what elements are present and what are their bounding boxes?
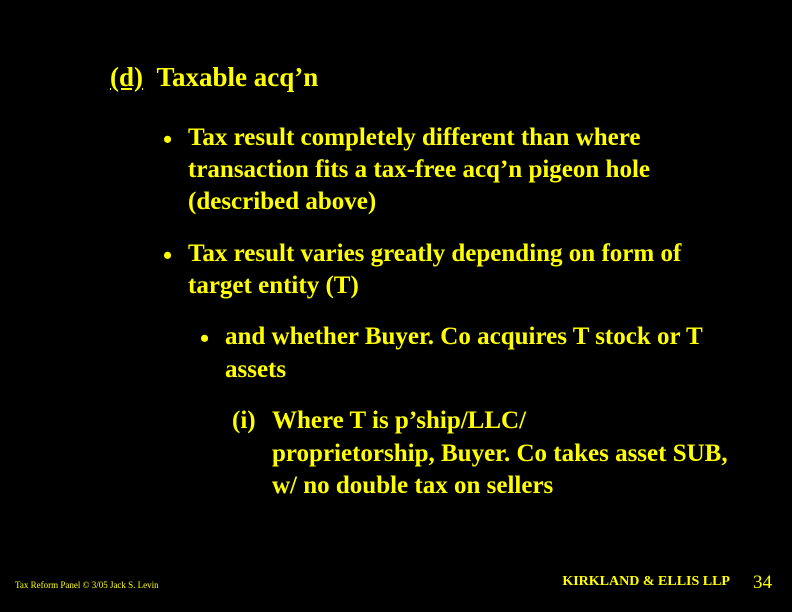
footer-firm: KIRKLAND & ELLIS LLP	[562, 574, 730, 590]
bullet-dot-icon: •	[163, 123, 172, 156]
section-heading: (d) Taxable acq’n	[110, 62, 318, 93]
bullet-level1: • Tax result varies greatly depending on…	[188, 238, 728, 302]
slide: (d) Taxable acq’n • Tax result completel…	[0, 0, 792, 612]
bullet-dot-icon: •	[163, 239, 172, 272]
page-number: 34	[753, 572, 772, 594]
sub-item-line2: proprietorship, Buyer. Co takes asset SU…	[232, 438, 752, 503]
heading-title: Taxable acq’n	[157, 62, 319, 92]
heading-text	[150, 62, 157, 92]
bullet-level2: • and whether Buyer. Co acquires T stock…	[225, 321, 745, 386]
footer-copyright: Tax Reform Panel © 3/05 Jack S. Levin	[15, 580, 159, 590]
bullet-dot-icon: •	[200, 322, 209, 356]
bullet-text: and whether Buyer. Co acquires T stock o…	[225, 323, 702, 383]
sub-item-line1: Where T is p’ship/LLC/	[272, 407, 526, 434]
sub-item-marker: (i)	[232, 405, 272, 438]
heading-marker: (d)	[110, 62, 143, 92]
bullet-level1: • Tax result completely different than w…	[188, 122, 728, 218]
sub-item: (i)Where T is p’ship/LLC/ proprietorship…	[232, 405, 752, 503]
bullet-text: Tax result varies greatly depending on f…	[188, 240, 681, 299]
bullet-text: Tax result completely different than whe…	[188, 124, 650, 215]
